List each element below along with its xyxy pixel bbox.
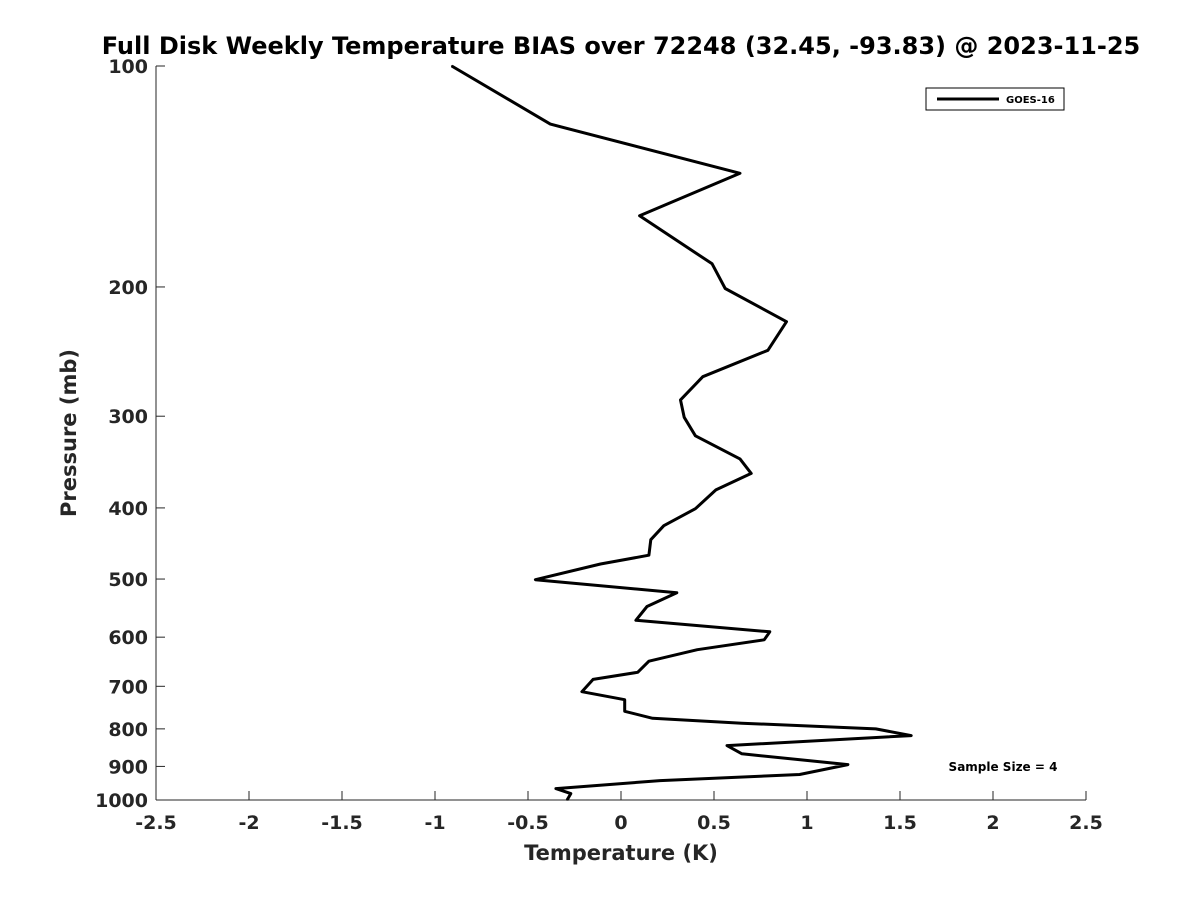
sample-size-annotation: Sample Size = 4 [949,760,1058,774]
data-point [450,65,453,67]
plot-area: -2.5 -2 -1.5 -1 -0.5 0 0.5 1 1.5 2 2.5 100 200 300 40… [95,56,1103,834]
y-tick-label: 400 [108,498,148,520]
data-point [763,639,765,641]
x-tick-label: -1 [424,812,445,834]
data-point [798,773,801,776]
x-ticks: -2.5 -2 -1.5 -1 -0.5 0 0.5 1 1.5 2 2.5 [135,791,1103,834]
data-point [534,578,537,581]
data-point [711,263,713,265]
y-axis-label: Pressure (mb) [57,349,81,517]
data-point [683,416,685,419]
y-tick-label: 1000 [95,790,148,812]
data-point [581,690,583,693]
data-point [650,538,652,541]
data-point [549,123,552,125]
data-point [636,671,639,674]
data-point [623,710,626,713]
data-point [679,399,682,401]
legend: GOES-16 [925,87,1065,111]
x-tick-label: 0 [614,812,627,834]
data-point [676,592,678,594]
series-layer [450,64,913,801]
data-point [570,792,572,795]
data-point [767,349,769,352]
y-tick-label: 600 [108,627,148,649]
data-point [739,172,741,175]
data-point [592,678,594,681]
data-point [635,619,637,622]
data-point [646,605,648,608]
data-point [566,799,568,801]
y-tick-label: 200 [108,277,148,299]
y-tick-label: 300 [108,406,148,428]
data-point [663,524,665,527]
y-tick-label: 900 [108,756,148,778]
x-tick-label: 1.5 [883,812,917,834]
x-tick-label: 2.5 [1069,812,1103,834]
data-point [769,631,771,633]
data-point [599,563,602,565]
data-point [648,660,650,662]
data-point [696,648,699,651]
data-point [741,722,743,724]
data-point [875,728,877,730]
x-tick-label: -0.5 [507,812,549,834]
x-tick-label: -2.5 [135,812,177,834]
data-point [651,717,654,720]
data-point [741,753,743,755]
x-tick-label: -1.5 [321,812,363,834]
legend-label-goes-16: GOES-16 [1006,95,1055,106]
data-point [750,472,752,475]
y-tick-label: 100 [108,56,148,78]
data-point [555,787,557,790]
x-axis-label: Temperature (K) [524,841,718,865]
data-point [739,458,741,460]
data-point [724,287,726,290]
data-point [715,489,717,491]
data-point [659,779,661,782]
data-point [638,215,641,217]
x-tick-label: 2 [986,812,999,834]
data-point [694,435,697,437]
y-tick-label: 500 [108,569,148,591]
y-ticks: 100 200 300 400 500 600 700 800 900 1000 [95,56,165,812]
data-point [910,734,912,737]
x-tick-label: 0.5 [697,812,731,834]
data-point [702,375,704,378]
data-point [623,698,626,701]
y-tick-label: 800 [108,719,148,741]
y-tick-label: 700 [108,676,148,698]
data-point [648,554,650,556]
data-point [694,507,697,510]
chart-title: Full Disk Weekly Temperature BIAS over 7… [102,32,1141,60]
data-point [847,763,849,766]
data-point [726,744,728,747]
x-tick-label: -2 [238,812,259,834]
x-tick-label: 1 [800,812,813,834]
data-point [785,320,788,323]
